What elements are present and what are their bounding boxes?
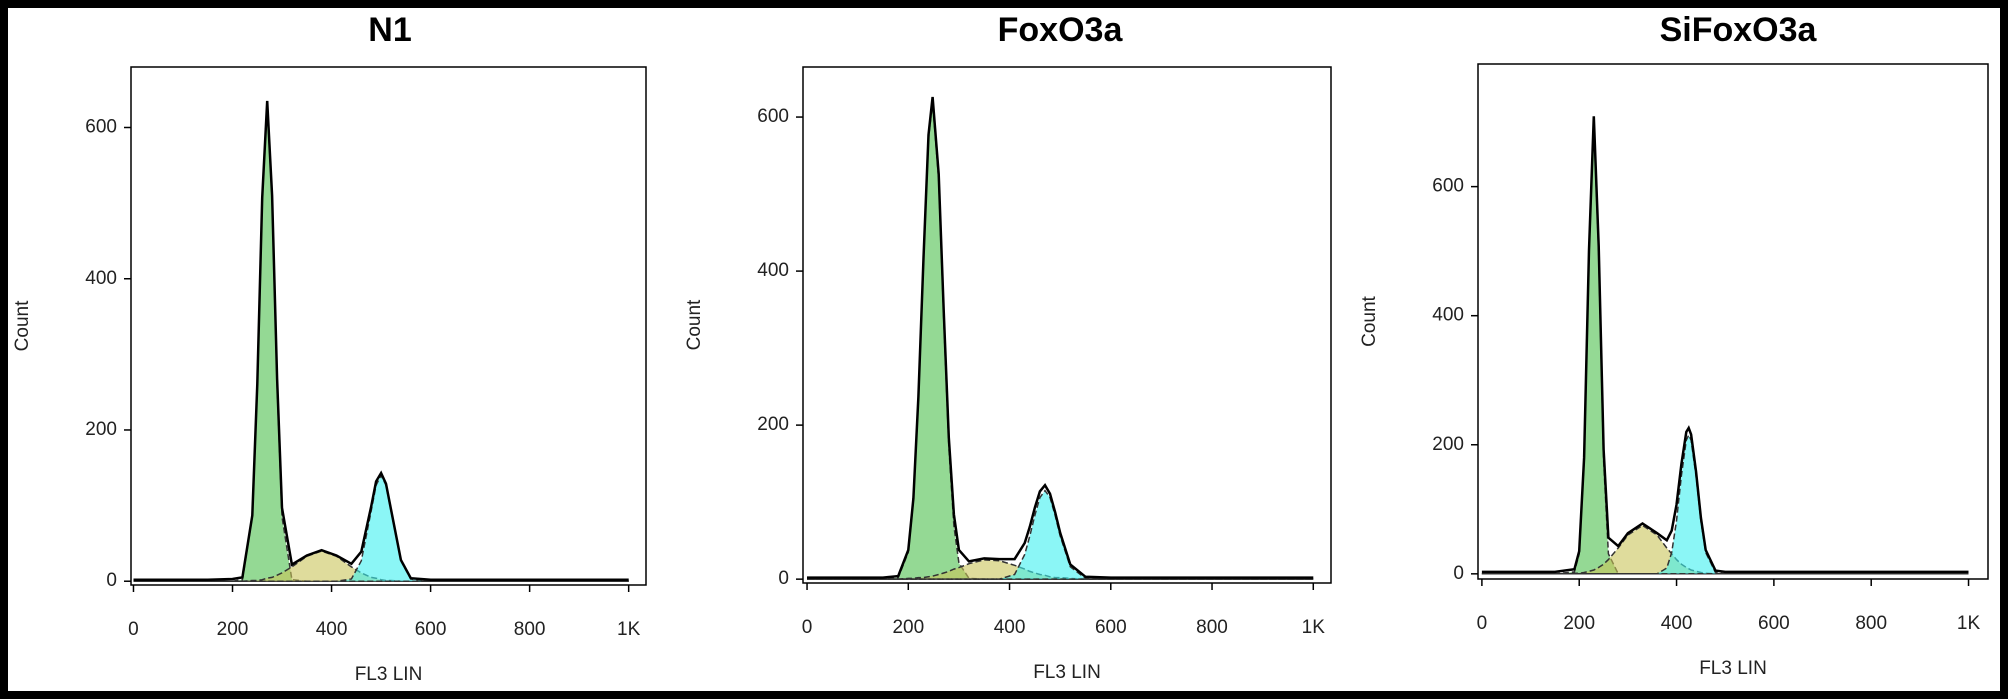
- plot-frame: [802, 66, 1332, 584]
- y-tick-label: 400: [85, 268, 117, 289]
- histogram-line: [1481, 116, 1969, 574]
- x-tick-label: 0: [128, 619, 139, 640]
- x-tick-label: 800: [1855, 613, 1887, 634]
- y-tick-label: 200: [1432, 434, 1464, 455]
- y-tick-label: 600: [757, 106, 789, 127]
- chart-title: SiFoxO3a: [1660, 11, 1818, 49]
- histogram-line: [133, 100, 629, 581]
- component-area: [1481, 433, 1969, 575]
- y-axis-label: Count: [684, 299, 705, 350]
- x-tick-label: 1K: [617, 619, 641, 640]
- x-axis-label: FL3 LIN: [1699, 658, 1767, 679]
- x-tick-label: 600: [1095, 617, 1127, 638]
- y-tick-label: 600: [85, 117, 117, 138]
- y-tick-label: 0: [778, 568, 789, 589]
- x-tick-label: 400: [994, 617, 1026, 638]
- y-axis-label: Count: [12, 300, 33, 351]
- panel: SiFoxO3a FL3 LIN Count 0 200 400 600 0 200 400 600…: [1359, 11, 1989, 679]
- x-tick-label: 400: [316, 619, 348, 640]
- x-axis-label: FL3 LIN: [355, 664, 423, 685]
- y-tick-label: 400: [757, 260, 789, 281]
- y-tick-label: 200: [757, 414, 789, 435]
- x-tick-label: 1K: [1302, 617, 1326, 638]
- x-tick-label: 200: [1563, 613, 1595, 634]
- plot-frame: [1477, 63, 1989, 580]
- y-axis-label: Count: [1359, 295, 1380, 346]
- x-tick-label: 1K: [1957, 613, 1981, 634]
- chart-title: FoxO3a: [998, 11, 1124, 49]
- y-tick-label: 600: [1432, 176, 1464, 197]
- x-tick-label: 200: [892, 617, 924, 638]
- component-area: [807, 559, 1314, 580]
- histogram-line: [807, 96, 1314, 579]
- x-tick-label: 400: [1661, 613, 1693, 634]
- panel: N1 FL3 LIN Count 0 200 400 600 0 200 400 600 800 1K: [12, 11, 647, 685]
- y-tick-label: 0: [1453, 563, 1464, 584]
- plot-frame: [130, 66, 647, 586]
- y-tick-label: 400: [1432, 305, 1464, 326]
- y-tick-label: 0: [106, 570, 117, 591]
- x-axis-label: FL3 LIN: [1033, 662, 1101, 683]
- x-tick-label: 600: [415, 619, 447, 640]
- x-tick-label: 0: [802, 617, 813, 638]
- y-tick-label: 200: [85, 419, 117, 440]
- x-tick-label: 200: [217, 619, 249, 640]
- x-tick-label: 800: [514, 619, 546, 640]
- x-tick-label: 600: [1758, 613, 1790, 634]
- x-tick-label: 0: [1477, 613, 1488, 634]
- x-tick-label: 800: [1196, 617, 1228, 638]
- chart-title: N1: [368, 11, 411, 49]
- panel: FoxO3a FL3 LIN Count 0 200 400 600 0 200 400 600 80…: [684, 11, 1332, 683]
